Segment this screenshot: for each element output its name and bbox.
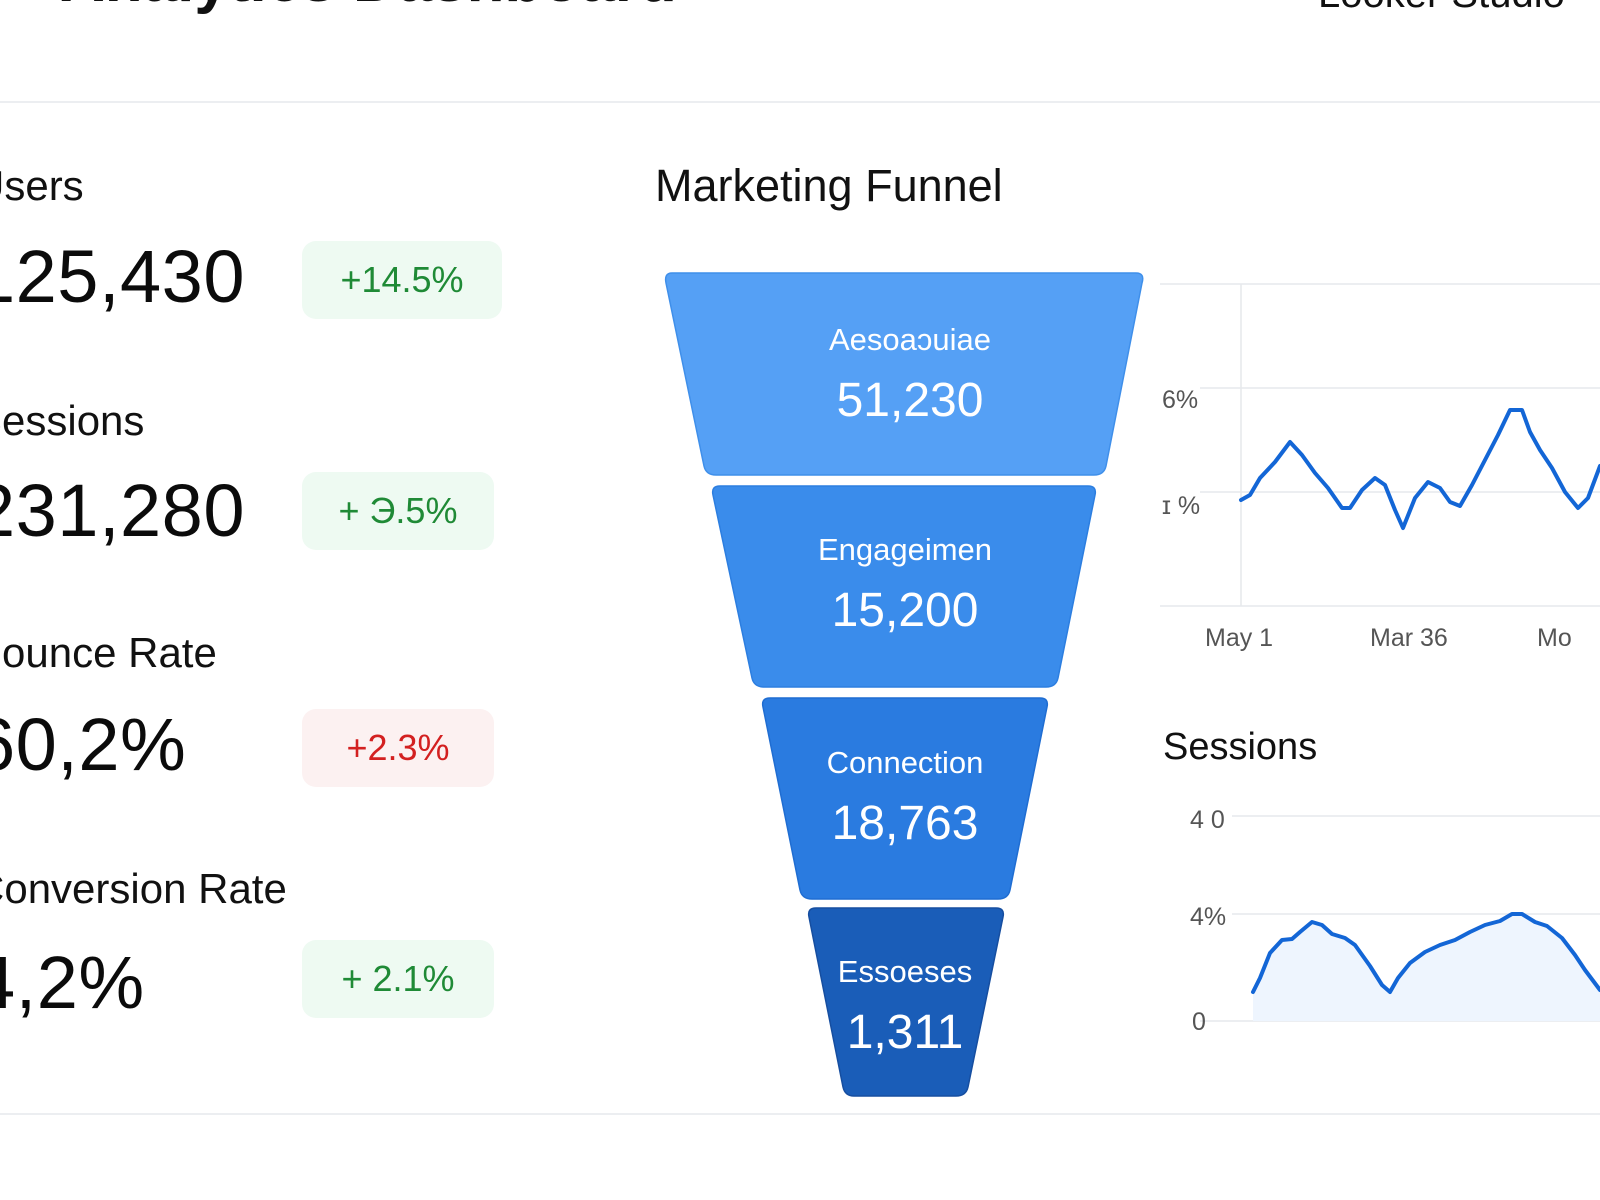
stage-value: 1,311 — [846, 1006, 964, 1059]
kpi-label: Conversion Rate — [0, 865, 287, 912]
line-chart-plot — [1160, 283, 1600, 607]
stage-name: Essoeses — [837, 954, 973, 989]
y-tick: 4% — [1190, 903, 1227, 931]
kpi-value: 4,2% — [0, 941, 145, 1024]
area-chart-plot — [1200, 815, 1600, 1022]
x-tick: May 1 — [1205, 624, 1274, 652]
x-tick: Mo — [1537, 624, 1572, 652]
x-tick: Mar 36 — [1370, 624, 1448, 652]
kpi-card-users[interactable]: Users 125,430 +14.5% — [0, 165, 514, 325]
funnel-stage-success[interactable]: Essoeses 1,311 — [755, 956, 1055, 1057]
stage-name: Connection — [826, 745, 984, 780]
funnel-stage-connection[interactable]: Connection 18,763 — [755, 747, 1055, 848]
sessions-area-chart[interactable]: 4 0 4% 0 — [1150, 800, 1600, 1040]
change-badge: +2.3% — [302, 709, 494, 787]
y-tick: ɪ % — [1162, 492, 1201, 520]
kpi-card-conversion-rate[interactable]: Conversion Rate 4,2% + 2.1% — [0, 868, 514, 1028]
kpi-value: 60,2% — [0, 703, 187, 786]
kpi-label: Sessions — [0, 397, 145, 444]
y-tick: 6% — [1162, 386, 1199, 414]
y-tick: 0 — [1192, 1008, 1206, 1036]
stage-name: Engageimen — [817, 532, 993, 567]
stage-value: 18,763 — [831, 797, 979, 850]
sessions-chart-title: Sessions — [1163, 726, 1318, 768]
dashboard-header: Analytics Dashboard Looker Studio — [0, 0, 1600, 103]
funnel-stage-engagement[interactable]: Engageimen 15,200 — [755, 534, 1055, 635]
footer-divider — [0, 1113, 1600, 1115]
kpi-value: 125,430 — [0, 235, 245, 318]
kpi-label: Bounce Rate — [0, 629, 217, 676]
kpi-label: Users — [0, 162, 84, 209]
stage-name: Aesoaɔuiae — [828, 322, 991, 357]
change-badge: +14.5% — [302, 241, 502, 319]
kpi-card-sessions[interactable]: Sessions 231,280 + Э.5% — [0, 400, 514, 560]
brand-label: Looker Studio — [1318, 0, 1565, 14]
stage-value: 51,230 — [836, 374, 984, 427]
page-title: Analytics Dashboard — [60, 0, 677, 12]
funnel-stage-awareness[interactable]: Aesoaɔuiae 51,230 — [760, 324, 1060, 425]
conversion-line — [1239, 408, 1600, 530]
stage-value: 15,200 — [831, 584, 979, 637]
kpi-card-bounce-rate[interactable]: Bounce Rate 60,2% +2.3% — [0, 632, 514, 792]
y-tick: 4 0 — [1190, 806, 1225, 834]
funnel-title: Marketing Funnel — [655, 160, 1003, 211]
kpi-value: 231,280 — [0, 469, 245, 552]
sessions-area-fill — [1253, 914, 1600, 1021]
conversion-line-chart[interactable]: 6% ɪ % May 1 Mar 36 Mo — [1150, 270, 1600, 670]
change-badge: + 2.1% — [302, 940, 494, 1018]
sessions-line — [1251, 912, 1600, 994]
change-badge: + Э.5% — [302, 472, 494, 550]
